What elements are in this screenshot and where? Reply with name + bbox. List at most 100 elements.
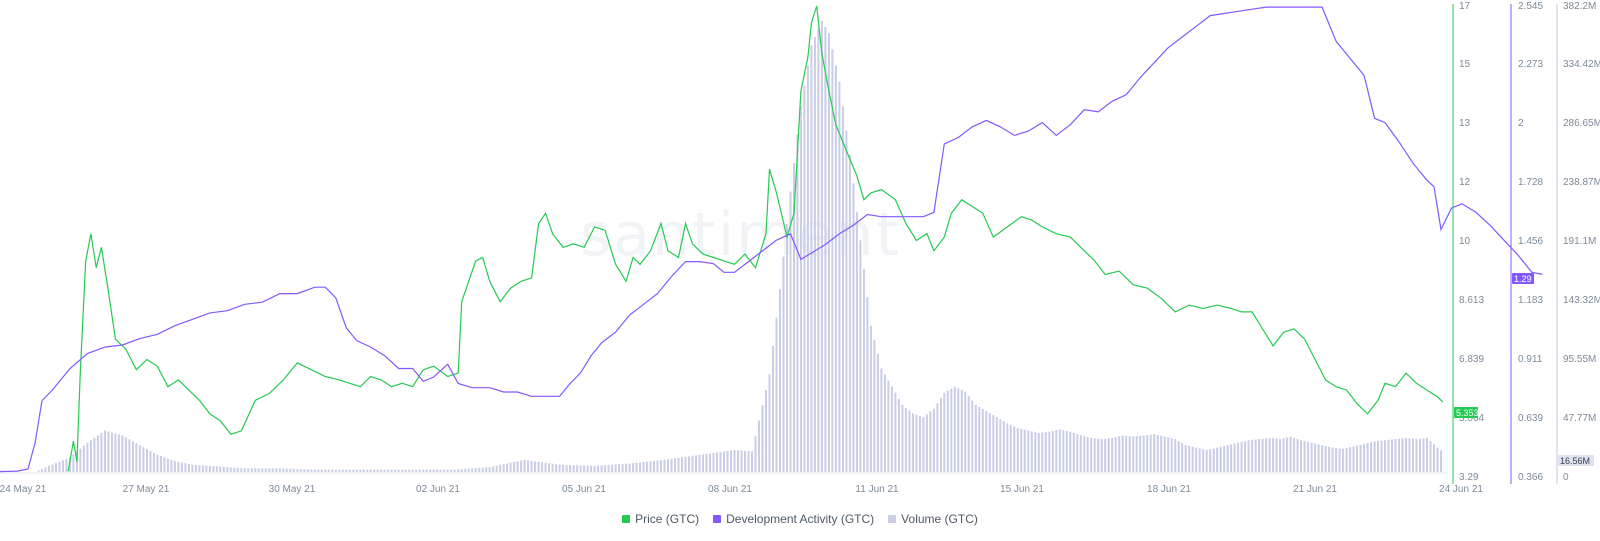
volume-bar	[208, 465, 211, 472]
volume-bar	[799, 106, 802, 472]
volume-bar	[159, 456, 162, 472]
volume-bar	[583, 465, 586, 472]
volume-bar	[282, 468, 285, 472]
volume-bar	[1111, 437, 1114, 472]
volume-axis-tick: 382.2M	[1563, 1, 1596, 12]
volume-bar	[751, 451, 753, 472]
volume-bar	[89, 440, 92, 472]
volume-bar	[1303, 441, 1306, 472]
volume-bar	[887, 380, 890, 472]
volume-bar	[1170, 438, 1173, 472]
volume-bar	[670, 458, 673, 472]
volume-bar	[198, 465, 201, 472]
volume-bar	[1016, 428, 1019, 472]
volume-bar	[688, 456, 690, 472]
volume-bar	[320, 469, 323, 472]
x-axis-tick: 24 May 21	[0, 484, 47, 495]
volume-bar	[1345, 448, 1348, 472]
legend-item[interactable]: Development Activity (GTC)	[713, 512, 874, 526]
volume-bar	[873, 339, 876, 472]
legend-item[interactable]: Volume (GTC)	[888, 512, 978, 526]
volume-bar	[925, 414, 928, 472]
volume-bar	[876, 354, 879, 472]
volume-bar	[1118, 436, 1121, 472]
volume-bar	[702, 454, 704, 472]
volume-bar	[635, 462, 638, 472]
dev-axis-tick: 2.545	[1518, 1, 1543, 12]
volume-bar	[600, 465, 603, 472]
volume-bar	[299, 469, 302, 472]
volume-bar	[446, 469, 449, 472]
volume-bar	[1324, 446, 1327, 472]
volume-bar	[1401, 438, 1404, 472]
volume-bar	[478, 467, 481, 472]
volume-bar	[1055, 430, 1058, 472]
volume-bar	[1044, 432, 1047, 472]
volume-bar	[960, 389, 963, 472]
volume-bar	[569, 465, 572, 472]
volume-bar	[415, 469, 418, 472]
volume-bar	[709, 453, 711, 472]
volume-bar	[537, 461, 540, 472]
volume-bar	[761, 405, 764, 472]
volume-bar	[754, 435, 757, 472]
volume-bar	[1251, 439, 1254, 472]
volume-bar	[173, 461, 176, 472]
volume-bar	[1037, 433, 1040, 472]
volume-bar	[327, 469, 330, 472]
volume-bar	[859, 240, 862, 472]
series-lines	[0, 5, 1543, 473]
volume-bar	[1282, 438, 1285, 472]
price-axis-tick: 12	[1459, 177, 1471, 188]
volume-bar	[555, 464, 558, 472]
volume-bar	[457, 469, 460, 472]
volume-bar	[1226, 445, 1229, 472]
volume-bar	[1023, 429, 1026, 472]
volume-bar	[1275, 438, 1278, 472]
volume-bar	[121, 435, 124, 472]
volume-bar	[1244, 441, 1247, 472]
volume-bar	[1366, 443, 1369, 472]
volume-bar	[1051, 431, 1054, 472]
volume-bar	[733, 450, 736, 472]
volume-bar	[838, 81, 841, 473]
volume-bar	[100, 433, 103, 472]
volume-bar	[289, 468, 292, 472]
chart-legend: Price (GTC) Development Activity (GTC) Vol…	[0, 512, 1600, 526]
legend-label: Development Activity (GTC)	[726, 512, 875, 526]
volume-bar	[551, 463, 554, 472]
volume-bar	[317, 469, 320, 472]
volume-axis-tick: 238.87M	[1563, 177, 1600, 188]
volume-bar	[576, 465, 579, 472]
volume-bar	[275, 468, 278, 472]
volume-bar	[611, 464, 614, 472]
x-axis-tick: 18 Jun 21	[1147, 484, 1191, 495]
volume-bar	[932, 408, 935, 472]
volume-bar	[1279, 439, 1282, 472]
volume-bar	[1352, 446, 1355, 472]
volume-bar	[848, 155, 851, 472]
dev-current-badge	[1512, 273, 1534, 284]
volume-bar	[1380, 440, 1383, 472]
volume-bar	[352, 469, 355, 472]
legend-item[interactable]: Price (GTC)	[622, 512, 699, 526]
volume-bar	[1296, 439, 1299, 472]
price-axis-tick: 8.613	[1459, 295, 1484, 306]
volume-bar	[950, 388, 953, 472]
volume-bar	[740, 450, 743, 472]
volume-bar	[1422, 438, 1425, 472]
volume-bar	[495, 465, 498, 472]
volume-bar	[1307, 441, 1310, 472]
volume-bar	[261, 468, 264, 472]
volume-bar	[674, 458, 676, 472]
volume-bar	[331, 469, 334, 472]
volume-bar	[866, 297, 869, 472]
volume-bar	[1002, 421, 1005, 472]
volume-bar	[911, 413, 914, 472]
volume-bar	[191, 464, 194, 472]
volume-bar	[264, 468, 267, 472]
volume-bar	[226, 467, 229, 472]
volume-bar	[852, 183, 855, 472]
volume-bar	[527, 460, 530, 472]
volume-bar	[1216, 447, 1219, 472]
